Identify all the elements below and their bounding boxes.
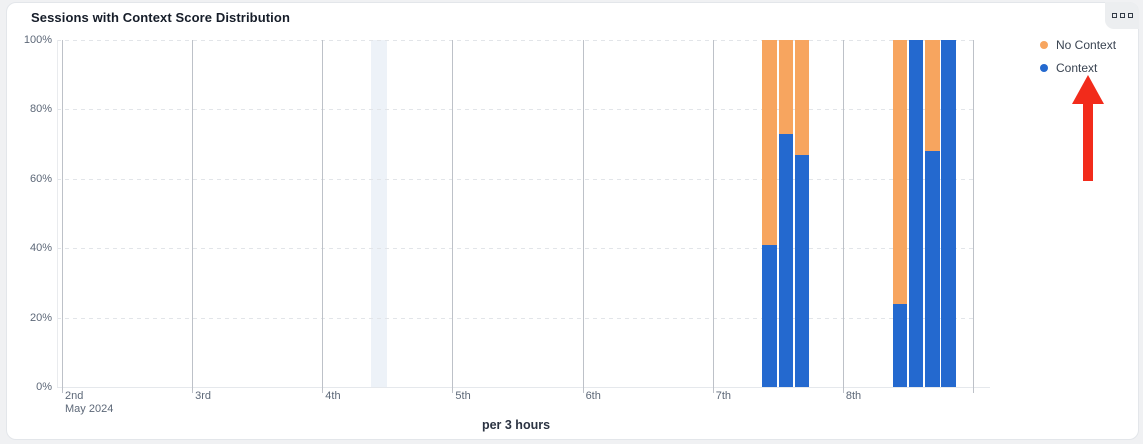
legend-item-no-context[interactable]: No Context bbox=[1040, 37, 1116, 53]
y-gridline bbox=[57, 317, 975, 319]
day-gridline bbox=[712, 40, 714, 393]
bar-segment-context[interactable] bbox=[925, 151, 940, 387]
bar-segment-no-context[interactable] bbox=[794, 40, 810, 155]
x-axis-tick-label: 4th bbox=[325, 390, 341, 402]
bar-segment-no-context[interactable] bbox=[762, 40, 777, 245]
x-axis-tick-label: 7th bbox=[715, 390, 731, 402]
y-axis-tick-label: 20% bbox=[29, 311, 52, 324]
stacked-bar-7th-12:00[interactable] bbox=[778, 40, 794, 387]
x-axis-tick-label: 2nd bbox=[65, 390, 84, 402]
stacked-bar-8th-15:00[interactable] bbox=[925, 40, 940, 387]
bar-segment-context[interactable] bbox=[794, 154, 810, 387]
day-gridline bbox=[62, 40, 63, 393]
chart-legend: No Context Context bbox=[1040, 37, 1116, 83]
bar-segment-no-context[interactable] bbox=[925, 40, 940, 152]
y-axis-line bbox=[57, 40, 58, 387]
bar-segment-context[interactable] bbox=[908, 40, 924, 387]
chart-title: Sessions with Context Score Distribution bbox=[31, 10, 290, 25]
x-axis-month-label: May 2024 bbox=[65, 403, 114, 415]
y-gridline bbox=[57, 178, 975, 180]
x-axis-tick-label: 3rd bbox=[195, 390, 212, 402]
stacked-bar-8th-12:00[interactable] bbox=[908, 40, 924, 387]
bar-segment-context[interactable] bbox=[892, 303, 907, 387]
highlighted-time-slot-band bbox=[371, 40, 388, 387]
ellipsis-square-icon bbox=[1127, 13, 1133, 18]
y-axis-tick-label: 100% bbox=[23, 34, 52, 46]
y-axis-tick-label: 80% bbox=[29, 103, 52, 116]
day-gridline bbox=[452, 40, 454, 393]
ellipsis-square-icon bbox=[1119, 13, 1125, 18]
x-axis-line bbox=[57, 387, 990, 388]
stacked-bar-8th-09:00[interactable] bbox=[892, 40, 907, 387]
bar-segment-no-context[interactable] bbox=[778, 40, 794, 134]
x-axis-tick-label: 5th bbox=[455, 390, 471, 402]
bar-segment-context[interactable] bbox=[778, 133, 794, 387]
x-axis-unit-label: per 3 hours bbox=[481, 418, 551, 432]
stacked-bar-8th-18:00[interactable] bbox=[941, 40, 956, 387]
day-gridline bbox=[973, 40, 974, 393]
day-gridline bbox=[582, 40, 584, 393]
y-axis-tick-label: 0% bbox=[36, 381, 52, 393]
legend-dot-icon bbox=[1040, 64, 1048, 72]
y-gridline bbox=[57, 109, 975, 111]
x-axis-tick-label: 6th bbox=[585, 390, 601, 402]
legend-dot-icon bbox=[1040, 41, 1048, 49]
bar-segment-context[interactable] bbox=[762, 244, 777, 387]
legend-item-context[interactable]: Context bbox=[1040, 60, 1116, 76]
legend-label: No Context bbox=[1056, 38, 1117, 52]
bar-segment-no-context[interactable] bbox=[892, 40, 907, 304]
y-axis-tick-label: 60% bbox=[29, 172, 52, 185]
legend-label: Context bbox=[1056, 61, 1098, 75]
y-gridline bbox=[57, 40, 975, 41]
day-gridline bbox=[192, 40, 194, 393]
bar-segment-context[interactable] bbox=[941, 40, 956, 387]
x-axis-tick-label: 8th bbox=[845, 390, 862, 402]
ellipsis-square-icon bbox=[1111, 13, 1117, 18]
card-menu-button[interactable] bbox=[1105, 2, 1139, 29]
y-axis-tick-label: 40% bbox=[29, 242, 52, 255]
y-gridline bbox=[57, 248, 975, 250]
day-gridline bbox=[842, 40, 844, 393]
day-gridline bbox=[322, 40, 324, 393]
stacked-bar-7th-09:00[interactable] bbox=[762, 40, 777, 387]
stacked-bar-7th-15:00[interactable] bbox=[794, 40, 810, 387]
